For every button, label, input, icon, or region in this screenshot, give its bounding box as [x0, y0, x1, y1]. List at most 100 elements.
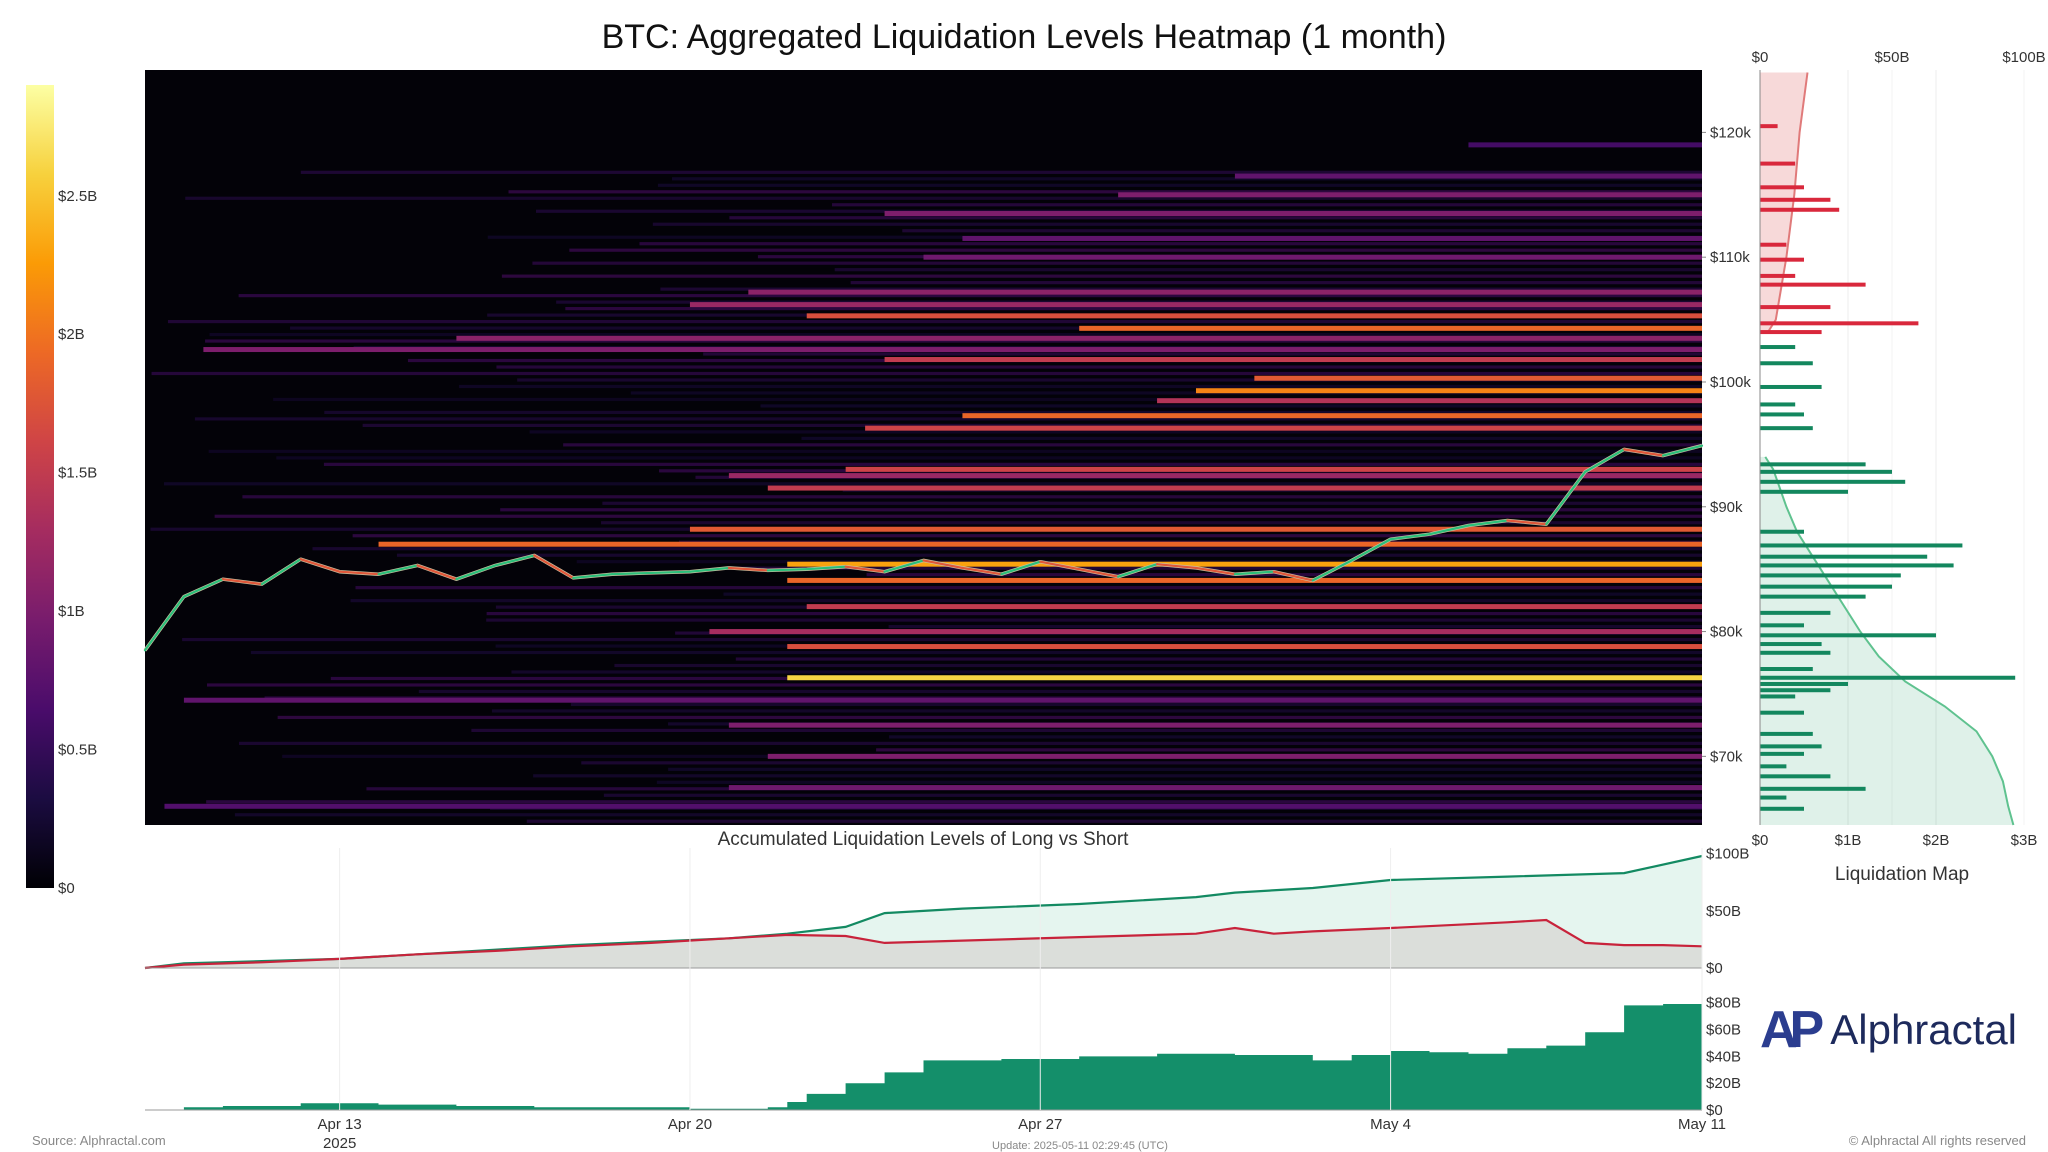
- net-liquidation-layer: $0 $20B $40B $60B $80B: [145, 995, 1741, 1119]
- long-liquidation-bar: [1760, 489, 1848, 494]
- long-liquidation-bar: [1760, 675, 2016, 680]
- long-cumulative-line: [1764, 456, 2015, 826]
- price-candle-segment: [533, 554, 575, 580]
- acc-tick-label: $0: [1706, 960, 1723, 977]
- long-cumulative-area: [1760, 456, 2014, 825]
- long-liquidation-bar: [1760, 688, 1831, 693]
- heatmap-cell-band: [242, 495, 1703, 499]
- price-candle-segment: [1467, 519, 1509, 527]
- heatmap-cell-band: [234, 813, 1703, 817]
- heatmap-band: [1079, 325, 1702, 331]
- short-liquidation-bar: [1760, 257, 1804, 262]
- heatmap-cell-band: [300, 170, 1702, 174]
- heatmap-cell-band: [194, 417, 1702, 421]
- liqmap-top-tick: $100B: [2002, 49, 2045, 66]
- heatmap-band: [865, 425, 1702, 431]
- long-liquidation-bar: [1760, 710, 1804, 715]
- heatmap-cell-band: [324, 410, 1702, 415]
- heatmap-cell-band: [563, 443, 1702, 447]
- price-candle-segment: [922, 559, 964, 570]
- heatmap-cell-band: [491, 709, 1702, 713]
- heatmap-cell-band: [511, 670, 1703, 674]
- heatmap-cell-band: [889, 735, 1702, 739]
- price-candle-segment: [1661, 444, 1704, 457]
- y-tick-label: $80k: [1710, 624, 1743, 641]
- price-candle-segment: [572, 573, 614, 580]
- x-tick-label: Apr 27: [1018, 1116, 1062, 1133]
- heatmap-band: [728, 473, 1702, 479]
- price-candle-segment: [1117, 563, 1159, 578]
- price-candle-segment: [1545, 470, 1587, 526]
- y-tick-label: $120k: [1710, 124, 1751, 141]
- heatmap-cell-band: [208, 449, 1702, 453]
- price-candle-segment: [143, 595, 186, 652]
- heatmap-band: [1195, 388, 1702, 394]
- heatmap-band: [689, 302, 1702, 308]
- heatmap-cell-band: [760, 404, 1702, 408]
- heatmap-cell-band: [151, 371, 1703, 376]
- price-candle-segment: [416, 564, 458, 581]
- heatmap-cell-band: [601, 521, 1702, 525]
- net-tick-label: $20B: [1706, 1075, 1741, 1092]
- short-liquidation-bar: [1760, 185, 1804, 190]
- heatmap-cell-band: [214, 514, 1702, 518]
- long-liquidation-bar: [1760, 731, 1813, 736]
- heatmap-cell-band: [652, 222, 1702, 226]
- price-candle-segment: [1584, 448, 1626, 473]
- price-candle-segment: [1078, 568, 1120, 578]
- price-candle-segment: [766, 568, 808, 572]
- logo-mark-icon: AP: [1760, 1001, 1824, 1059]
- long-liquidation-bar: [1760, 786, 1866, 791]
- heatmap-cell-band: [239, 741, 1702, 745]
- price-candle-segment: [844, 565, 886, 573]
- price-candle-segment: [649, 570, 692, 575]
- price-candle-segment: [455, 564, 497, 581]
- heatmap-cell-band: [602, 501, 1702, 505]
- heatmap-cell-band: [250, 650, 1702, 655]
- heatmap-band: [845, 466, 1702, 472]
- x-tick-label: Apr 20: [668, 1116, 712, 1133]
- short-liquidation-bar: [1760, 207, 1840, 212]
- price-candle-segment: [1311, 559, 1353, 582]
- heatmap-cell-band: [630, 391, 1702, 395]
- long-liquidation-bar: [1760, 806, 1804, 811]
- liqmap-title: Liquidation Map: [1835, 864, 1969, 885]
- accumulated-liquidation-layer: $0 $50B $100B Accumulated Liquidation Level…: [144, 829, 1749, 977]
- heatmap-cell-band: [614, 663, 1702, 668]
- long-liquidation-bar: [1760, 667, 1813, 672]
- long-accumulated-area: [145, 856, 1702, 968]
- y-tick-label: $70k: [1710, 748, 1743, 765]
- heatmap-band: [787, 577, 1702, 583]
- price-candle-segment: [1194, 566, 1237, 576]
- heatmap-band: [1468, 142, 1702, 148]
- price-candle-segment: [1155, 563, 1198, 570]
- axes: $70k $80k $90k $100k $110k $120k Apr 13 Apr 20 A…: [318, 124, 1752, 1152]
- heatmap-cell-band: [290, 326, 1702, 330]
- heatmap-band: [709, 629, 1702, 635]
- liquidation-map-layer: $0 $1B $2B $3B $0 $50B $100B Liquidation Map: [1752, 49, 2046, 885]
- heatmap-band: [806, 313, 1702, 319]
- long-liquidation-bar: [1760, 764, 1787, 769]
- heatmap-band: [1157, 398, 1702, 404]
- liqmap-bottom-tick: $3B: [2011, 832, 2038, 849]
- price-candle-segment: [1000, 560, 1042, 576]
- price-candle-segment: [1350, 538, 1392, 562]
- logo-text: Alphractal: [1830, 1006, 2018, 1053]
- long-liquidation-bar: [1760, 584, 1892, 589]
- page-title: BTC: Aggregated Liquidation Levels Heatm…: [601, 18, 1447, 56]
- heatmap-cell-band: [167, 319, 1702, 324]
- heatmap-band: [378, 541, 1702, 547]
- long-liquidation-bar: [1760, 384, 1822, 389]
- long-liquidation-bar: [1760, 402, 1796, 407]
- colorbar-tick-label: $2.5B: [58, 188, 97, 205]
- heatmap-band: [1254, 375, 1702, 381]
- heatmap-cell-band: [355, 586, 1702, 590]
- heatmap-cell-band: [671, 177, 1703, 181]
- price-candle-segment: [1039, 560, 1081, 571]
- heatmap-band: [884, 357, 1702, 363]
- price-candle-segment: [1506, 519, 1548, 526]
- heatmap-cell-band: [831, 203, 1702, 207]
- price-candle-segment: [260, 558, 302, 586]
- heatmap-cell-band: [639, 242, 1702, 246]
